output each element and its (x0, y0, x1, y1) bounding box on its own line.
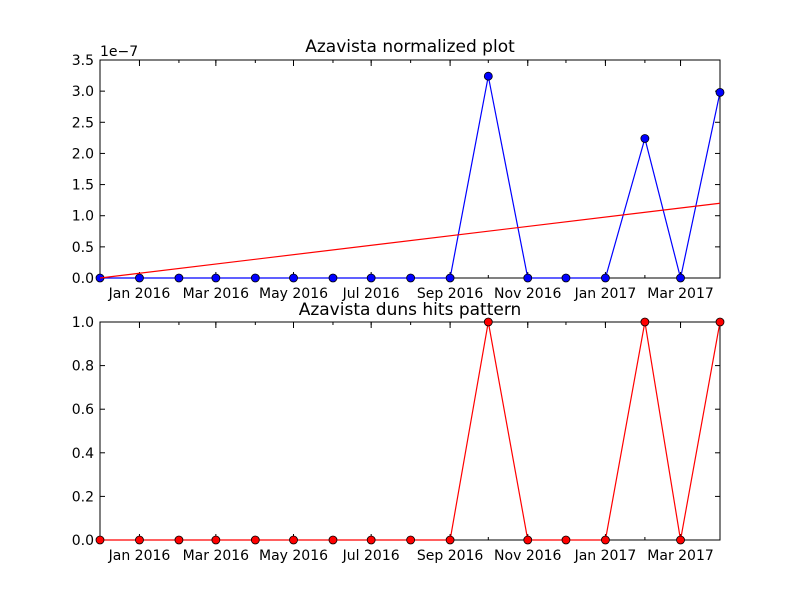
data-point (676, 535, 685, 545)
x-tick-label: Mar 2016 (183, 548, 250, 564)
x-tick-label: Jul 2016 (342, 548, 400, 564)
x-tick-label: Jan 2016 (108, 548, 171, 564)
y-tick-label: 0.6 (72, 402, 94, 418)
data-point (406, 273, 416, 283)
data-point (445, 535, 455, 545)
data-point (561, 273, 571, 283)
x-tick-label: Jan 2017 (574, 286, 637, 302)
y-tick-label: 3.5 (72, 53, 94, 69)
plot-area (99, 321, 721, 541)
data-point (561, 535, 571, 545)
y-tick-label: 0.0 (72, 271, 94, 287)
data-point (406, 535, 416, 545)
y-tick-label: 1.5 (72, 178, 94, 194)
chart-title: Azavista duns hits pattern (299, 300, 522, 320)
data-point (366, 535, 376, 545)
x-tick-label: Mar 2016 (183, 286, 250, 302)
y-tick-label: 0.8 (72, 359, 94, 375)
y-tick-label: 3.0 (72, 84, 94, 100)
data-point (328, 273, 338, 283)
series-group (95, 71, 725, 283)
x-axis: Jan 2016 Mar 2016 May 2016 Jul 2016 Sep 2016… (99, 60, 721, 302)
data-point (715, 317, 725, 327)
x-tick-label: Mar 2017 (647, 548, 714, 564)
data-point (135, 535, 144, 545)
data-point (601, 535, 610, 545)
data-point (174, 273, 184, 283)
y-offset-label: 1e−7 (100, 44, 138, 60)
data-point (366, 273, 376, 283)
data-point (289, 273, 298, 283)
x-tick-label: Sep 2016 (417, 548, 484, 564)
data-point (289, 535, 298, 545)
data-point (174, 535, 184, 545)
data-point (483, 71, 493, 81)
x-axis: Jan 2016 Mar 2016 May 2016 Jul 2016 Sep 2016… (99, 322, 721, 564)
data-point (135, 273, 144, 283)
data-point (250, 273, 260, 283)
y-tick-label: 1.0 (72, 315, 94, 331)
trend-line (99, 202, 721, 279)
y-tick-label: 0.5 (72, 240, 94, 256)
y-tick-label: 0.2 (72, 489, 94, 505)
x-tick-label: Jan 2016 (108, 286, 171, 302)
series-group (95, 317, 725, 545)
bottom-chart: Azavista duns hits pattern 0.00.20.40.60… (72, 300, 725, 564)
x-tick-label: May 2016 (259, 548, 328, 564)
data-point (523, 273, 533, 283)
data-point (328, 535, 338, 545)
series-line (100, 321, 721, 541)
data-point (715, 87, 725, 97)
y-tick-label: 0.4 (72, 446, 94, 462)
data-point (640, 134, 650, 143)
y-tick-label: 2.5 (72, 115, 94, 131)
data-point (676, 273, 685, 283)
data-point (445, 273, 455, 283)
data-point (601, 273, 610, 283)
x-tick-label: Nov 2016 (494, 286, 561, 302)
chart-title: Azavista normalized plot (305, 37, 515, 57)
data-point (95, 535, 105, 545)
y-axis: 0.0 0.5 1.0 1.5 2.0 2.5 3.0 3.5 (72, 53, 720, 287)
x-tick-label: Sep 2016 (417, 286, 484, 302)
x-tick-label: Mar 2017 (647, 286, 714, 302)
plot-area (99, 59, 721, 279)
data-point (211, 535, 221, 545)
data-point (483, 317, 493, 327)
y-tick-label: 0.0 (72, 533, 94, 549)
x-tick-label: Jul 2016 (342, 286, 400, 302)
y-tick-label: 2.0 (72, 146, 94, 162)
y-axis: 0.0 0.2 0.4 0.6 0.8 1.0 (72, 315, 720, 549)
x-tick-label: Nov 2016 (494, 548, 561, 564)
top-chart: Azavista normalized plot 1e−7 0.0 0.5 1.0 1… (72, 37, 725, 302)
data-point (640, 317, 650, 327)
x-tick-label: May 2016 (259, 286, 328, 302)
data-point (211, 273, 221, 283)
series-line (100, 76, 721, 279)
y-tick-label: 1.0 (72, 209, 94, 225)
data-point (250, 535, 260, 545)
data-point (523, 535, 533, 545)
x-tick-label: Jan 2017 (574, 548, 637, 564)
